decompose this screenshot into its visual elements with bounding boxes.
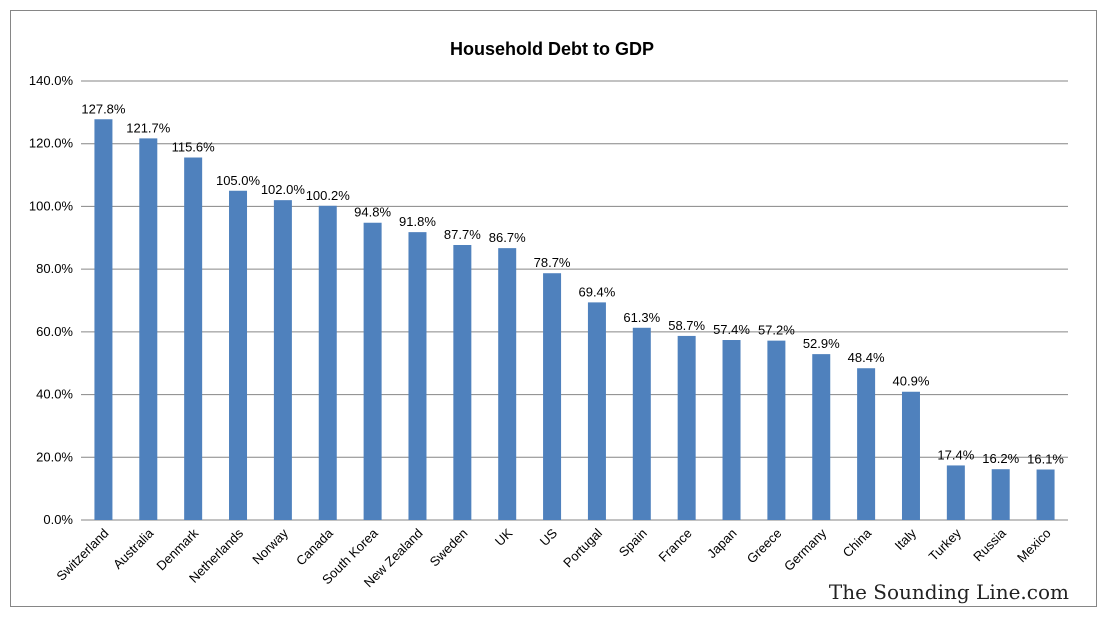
category-label: Greece [744,526,785,567]
data-label: 121.7% [126,120,171,135]
data-label: 105.0% [216,173,261,188]
bar [857,368,876,520]
data-label: 91.8% [399,214,436,229]
bar [901,391,920,520]
bar [408,232,427,521]
bar [812,354,831,520]
y-tick-label: 0.0% [43,512,73,527]
bar [632,327,651,520]
bar [946,465,965,520]
category-label: Switzerland [53,526,111,584]
y-axis-ticks: 0.0% 20.0% 40.0% 60.0% 80.0% 100.0% 120.0% 140.… [29,73,74,527]
data-label: 17.4% [937,447,974,462]
data-label: 16.1% [1027,452,1064,467]
bar [94,119,113,521]
y-tick-label: 60.0% [36,324,73,339]
category-label: Mexico [1014,526,1054,566]
category-label: Italy [892,525,920,553]
data-label: 48.4% [848,350,885,365]
y-tick-label: 20.0% [36,449,73,464]
bar [587,302,606,520]
category-label: Portugal [560,525,605,570]
category-label: UK [492,525,516,549]
bar [318,205,337,520]
bar [767,340,786,520]
bar [991,469,1010,520]
category-label: Spain [616,526,650,560]
category-label: China [840,525,875,560]
category-label: Canada [293,525,336,568]
data-labels: 127.8%121.7%115.6% 105.0%102.0% 100.2%94.8… [81,101,1064,466]
category-label: US [537,525,561,549]
data-label: 16.2% [982,451,1019,466]
data-label: 57.2% [758,323,795,338]
watermark-text: The Sounding Line.com [829,580,1069,604]
category-label: Sweden [427,526,471,570]
category-label: France [656,526,695,565]
data-label: 69.4% [578,284,615,299]
bars [94,119,1055,521]
data-label: 57.4% [713,322,750,337]
data-label: 52.9% [803,336,840,351]
data-label: 61.3% [623,310,660,325]
bar [1036,469,1055,520]
bar [543,273,562,520]
bar [363,222,382,520]
data-label: 115.6% [172,140,216,155]
y-tick-label: 40.0% [36,387,73,402]
category-label: Germany [781,525,830,574]
y-tick-label: 100.0% [29,198,74,213]
category-label: Russia [970,525,1009,564]
y-tick-label: 140.0% [29,73,74,88]
data-label: 86.7% [489,230,526,245]
category-label: Japan [704,526,740,562]
category-label: Australia [110,525,157,572]
category-label: Norway [249,525,291,567]
y-tick-label: 120.0% [29,136,74,151]
chart-frame: Household Debt to GDP 0.0% 20.0% 40.0% 60.0… [10,10,1097,607]
chart-title: Household Debt to GDP [450,39,654,59]
data-label: 127.8% [81,101,126,116]
bar [139,138,158,520]
bar [677,335,696,520]
data-label: 78.7% [534,255,571,270]
data-label: 87.7% [444,227,481,242]
data-label: 100.2% [306,188,351,203]
data-label: 94.8% [354,205,391,220]
bar [722,340,741,520]
y-tick-label: 80.0% [36,261,73,276]
bar [498,248,517,520]
bar [184,157,203,521]
data-label: 102.0% [261,182,306,197]
bar [453,244,472,520]
category-label: Turkey [926,525,965,564]
bar-chart: Household Debt to GDP 0.0% 20.0% 40.0% 60.0… [29,39,1069,604]
data-label: 40.9% [893,374,930,389]
bar [229,190,248,520]
bar [273,200,292,520]
data-label: 58.7% [668,318,705,333]
